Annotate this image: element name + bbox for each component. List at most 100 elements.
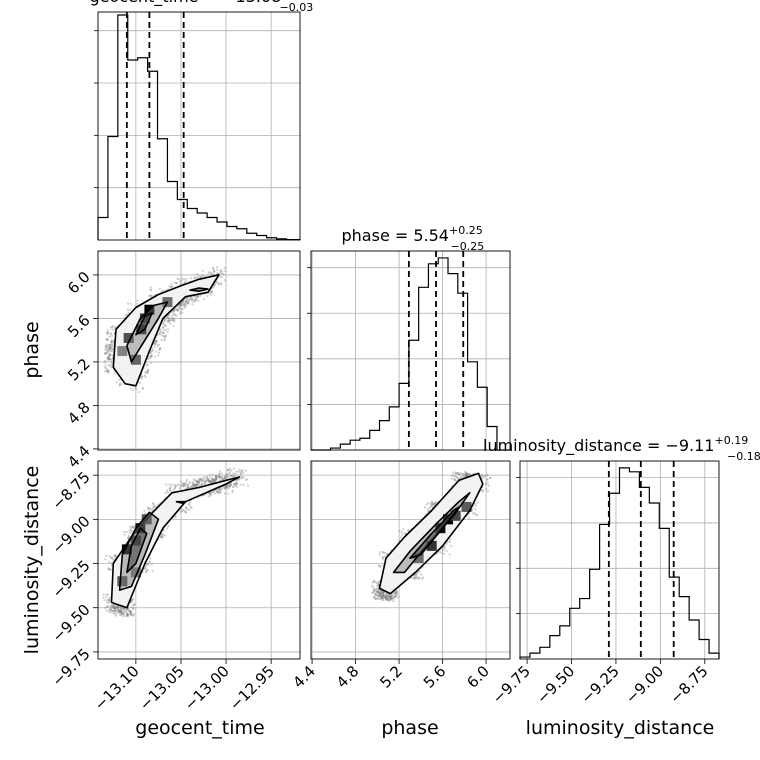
sample-point bbox=[161, 536, 164, 539]
sample-point bbox=[114, 610, 117, 613]
sample-point bbox=[166, 489, 169, 492]
sample-point bbox=[170, 319, 173, 322]
sample-point bbox=[229, 474, 232, 477]
sample-point bbox=[476, 514, 479, 517]
sample-point bbox=[117, 606, 120, 609]
sample-point bbox=[150, 295, 153, 298]
sample-point bbox=[179, 480, 183, 483]
sample-point bbox=[176, 308, 179, 312]
sample-point bbox=[381, 550, 384, 554]
sample-point bbox=[210, 289, 213, 292]
sample-point bbox=[389, 598, 392, 601]
sample-point bbox=[229, 483, 232, 486]
sample-point bbox=[193, 484, 196, 487]
sample-point bbox=[197, 299, 200, 302]
sample-point bbox=[377, 597, 380, 600]
sample-point bbox=[104, 606, 107, 610]
sample-point bbox=[217, 490, 220, 493]
sample-point bbox=[149, 355, 152, 358]
sample-point bbox=[116, 609, 120, 612]
sample-point bbox=[102, 593, 105, 596]
sample-point bbox=[185, 296, 188, 300]
sample-point bbox=[108, 596, 111, 599]
sample-point bbox=[224, 485, 227, 488]
sample-point bbox=[151, 569, 154, 573]
sample-point bbox=[107, 601, 110, 604]
sample-point bbox=[381, 598, 384, 601]
sample-point bbox=[376, 597, 379, 600]
contour-line bbox=[112, 274, 220, 387]
x-axis-label-geocent_time: geocent_time bbox=[135, 717, 264, 739]
sample-point bbox=[186, 478, 189, 482]
sample-point bbox=[174, 485, 177, 488]
sample-point bbox=[205, 480, 208, 483]
sample-point bbox=[454, 479, 457, 482]
sample-point bbox=[168, 320, 171, 324]
sample-point bbox=[124, 615, 127, 618]
sample-point bbox=[461, 475, 464, 479]
y-tick-label: −8.75 bbox=[48, 468, 93, 513]
sample-point bbox=[107, 348, 110, 351]
sample-point bbox=[113, 609, 116, 613]
sample-point bbox=[226, 474, 229, 477]
sample-point bbox=[465, 473, 468, 476]
sample-point bbox=[167, 317, 171, 320]
density-bin bbox=[117, 346, 128, 357]
title-luminosity_distance: luminosity_distance = −9.11+0.19 bbox=[483, 434, 748, 456]
density-bin bbox=[117, 576, 128, 587]
sample-point bbox=[207, 495, 210, 498]
sample-point bbox=[110, 361, 113, 364]
sample-point bbox=[484, 475, 487, 478]
sample-point bbox=[214, 476, 217, 479]
sample-point bbox=[145, 565, 148, 568]
sample-point bbox=[178, 303, 181, 306]
sample-point bbox=[218, 491, 221, 494]
sample-point bbox=[127, 536, 130, 539]
sample-point bbox=[112, 609, 115, 613]
sample-point bbox=[215, 280, 218, 284]
sample-point bbox=[105, 601, 109, 604]
y-tick-label: 6.0 bbox=[64, 268, 94, 298]
sample-point bbox=[109, 347, 112, 350]
sample-point bbox=[214, 475, 217, 478]
sample-point bbox=[131, 388, 134, 392]
sample-point bbox=[123, 530, 126, 534]
sample-point bbox=[225, 485, 228, 488]
sample-point bbox=[132, 608, 135, 611]
sample-point bbox=[225, 476, 228, 479]
sample-point bbox=[106, 338, 109, 341]
sample-point bbox=[382, 591, 385, 595]
sample-point bbox=[414, 576, 417, 579]
sample-point bbox=[377, 584, 380, 587]
sample-point bbox=[136, 299, 139, 302]
plot-area bbox=[98, 461, 300, 659]
sample-point bbox=[158, 348, 161, 352]
sample-point bbox=[110, 562, 113, 565]
sample-point bbox=[167, 328, 170, 331]
sample-point bbox=[118, 611, 121, 614]
sample-point bbox=[235, 480, 238, 483]
x-tick-label: 6.0 bbox=[463, 662, 493, 692]
sample-point bbox=[383, 596, 386, 599]
contour-line bbox=[378, 472, 484, 595]
density-bin bbox=[450, 510, 461, 521]
sample-point bbox=[388, 595, 391, 599]
sample-point bbox=[141, 387, 144, 390]
sample-point bbox=[423, 506, 426, 509]
sample-point bbox=[180, 302, 183, 305]
sample-point bbox=[375, 594, 378, 597]
sample-point bbox=[114, 326, 117, 329]
x-axis-label-phase: phase bbox=[381, 717, 438, 739]
sample-point bbox=[221, 478, 224, 481]
sample-point bbox=[448, 553, 451, 556]
sample-point bbox=[109, 568, 112, 571]
sample-point bbox=[162, 332, 165, 335]
sample-point bbox=[160, 290, 163, 293]
title-minus: −0.18 bbox=[727, 450, 760, 463]
sample-point bbox=[379, 595, 382, 598]
title-geocent_time: geocent_time = −13.08+0.04 bbox=[90, 0, 316, 7]
sample-point bbox=[417, 571, 420, 574]
sample-point bbox=[167, 319, 170, 322]
sample-point bbox=[234, 482, 237, 485]
sample-point bbox=[103, 361, 106, 364]
